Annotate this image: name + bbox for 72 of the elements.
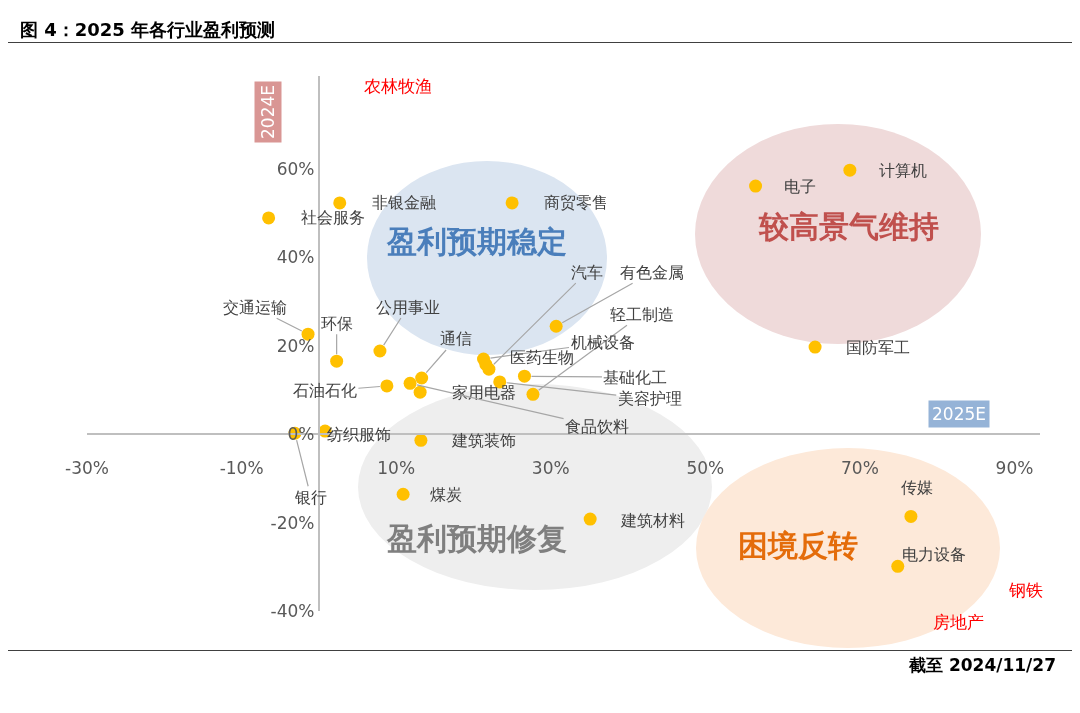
y-tick-label: 20% <box>276 335 315 356</box>
annotation: 国防军工 <box>846 338 910 357</box>
annotation: 通信 <box>440 329 472 348</box>
annotation: 煤炭 <box>430 485 462 504</box>
point <box>583 512 597 526</box>
annotation: 公用事业 <box>376 298 440 317</box>
point <box>413 385 427 399</box>
point <box>396 487 410 501</box>
x-tick-label: 50% <box>686 457 725 478</box>
point <box>517 369 531 383</box>
annotation: 医药生物 <box>510 348 574 367</box>
x-tick-label: -10% <box>219 457 264 478</box>
x-tick-label: 10% <box>377 457 416 478</box>
annotation: 银行 <box>294 488 327 507</box>
point <box>904 509 918 523</box>
annotation: 农林牧渔 <box>364 76 432 96</box>
annotation: 社会服务 <box>301 208 365 227</box>
x-tick-label: 30% <box>531 457 570 478</box>
x-tick-label: 70% <box>841 457 879 478</box>
point <box>808 340 822 354</box>
point <box>415 371 429 385</box>
text: 房地产 <box>933 612 984 632</box>
x-tick-label: -30% <box>65 457 109 478</box>
annotation: 计算机 <box>879 161 927 180</box>
annotation: 有色金属 <box>620 263 684 282</box>
annotation: 盈利预期修复 <box>386 521 567 556</box>
y-axis-title: 2024E <box>258 84 278 139</box>
annotation: 食品饮料 <box>565 417 629 436</box>
annotation: 非银金融 <box>372 193 436 212</box>
point <box>505 196 519 210</box>
annotation: 商贸零售 <box>544 193 608 212</box>
point <box>380 379 394 393</box>
point <box>843 163 857 177</box>
y-tick-label: 40% <box>276 247 315 268</box>
annotation: 盈利预期稳定 <box>386 224 567 259</box>
point <box>526 387 540 401</box>
x-axis-title: 2025E <box>932 404 987 424</box>
text: 截至 2024/11/27 <box>908 655 1056 675</box>
annotation: 钢铁 <box>1008 580 1043 600</box>
annotation: 困境反转 <box>738 528 858 563</box>
point <box>414 433 428 447</box>
annotation: 纺织服饰 <box>327 425 391 444</box>
point <box>373 344 387 358</box>
annotation: 电子 <box>784 177 816 196</box>
annotation: 机械设备 <box>571 333 635 352</box>
annotation: 石油石化 <box>293 381 357 400</box>
y-tick-label: -40% <box>270 600 315 621</box>
point <box>479 357 493 371</box>
annotation: 电力设备 <box>902 545 966 564</box>
annotation: 建筑装饰 <box>451 431 516 450</box>
point <box>891 559 905 573</box>
annotation: 建筑材料 <box>620 511 685 530</box>
annotation: 基础化工 <box>603 368 667 387</box>
annotation: 轻工制造 <box>610 305 674 324</box>
point <box>403 376 417 390</box>
annotation: 传媒 <box>901 478 933 497</box>
annotation: 汽车 <box>571 263 603 282</box>
annotation: 家用电器 <box>452 383 516 402</box>
y-tick-label: 60% <box>276 158 315 179</box>
x-tick-label: 90% <box>995 457 1034 478</box>
annotation: 环保 <box>321 314 353 333</box>
annotation: 较高景气维持 <box>758 209 939 244</box>
annotation: 交通运输 <box>223 298 287 317</box>
chart-title: 图 4：2025 年各行业盈利预测 <box>20 19 276 41</box>
point <box>262 211 276 225</box>
y-tick-label: 0% <box>287 424 315 445</box>
y-tick-label: -20% <box>270 512 315 533</box>
point <box>549 319 563 333</box>
point <box>333 196 347 210</box>
annotation: 美容护理 <box>618 389 682 408</box>
point <box>330 354 344 368</box>
point <box>749 179 763 193</box>
